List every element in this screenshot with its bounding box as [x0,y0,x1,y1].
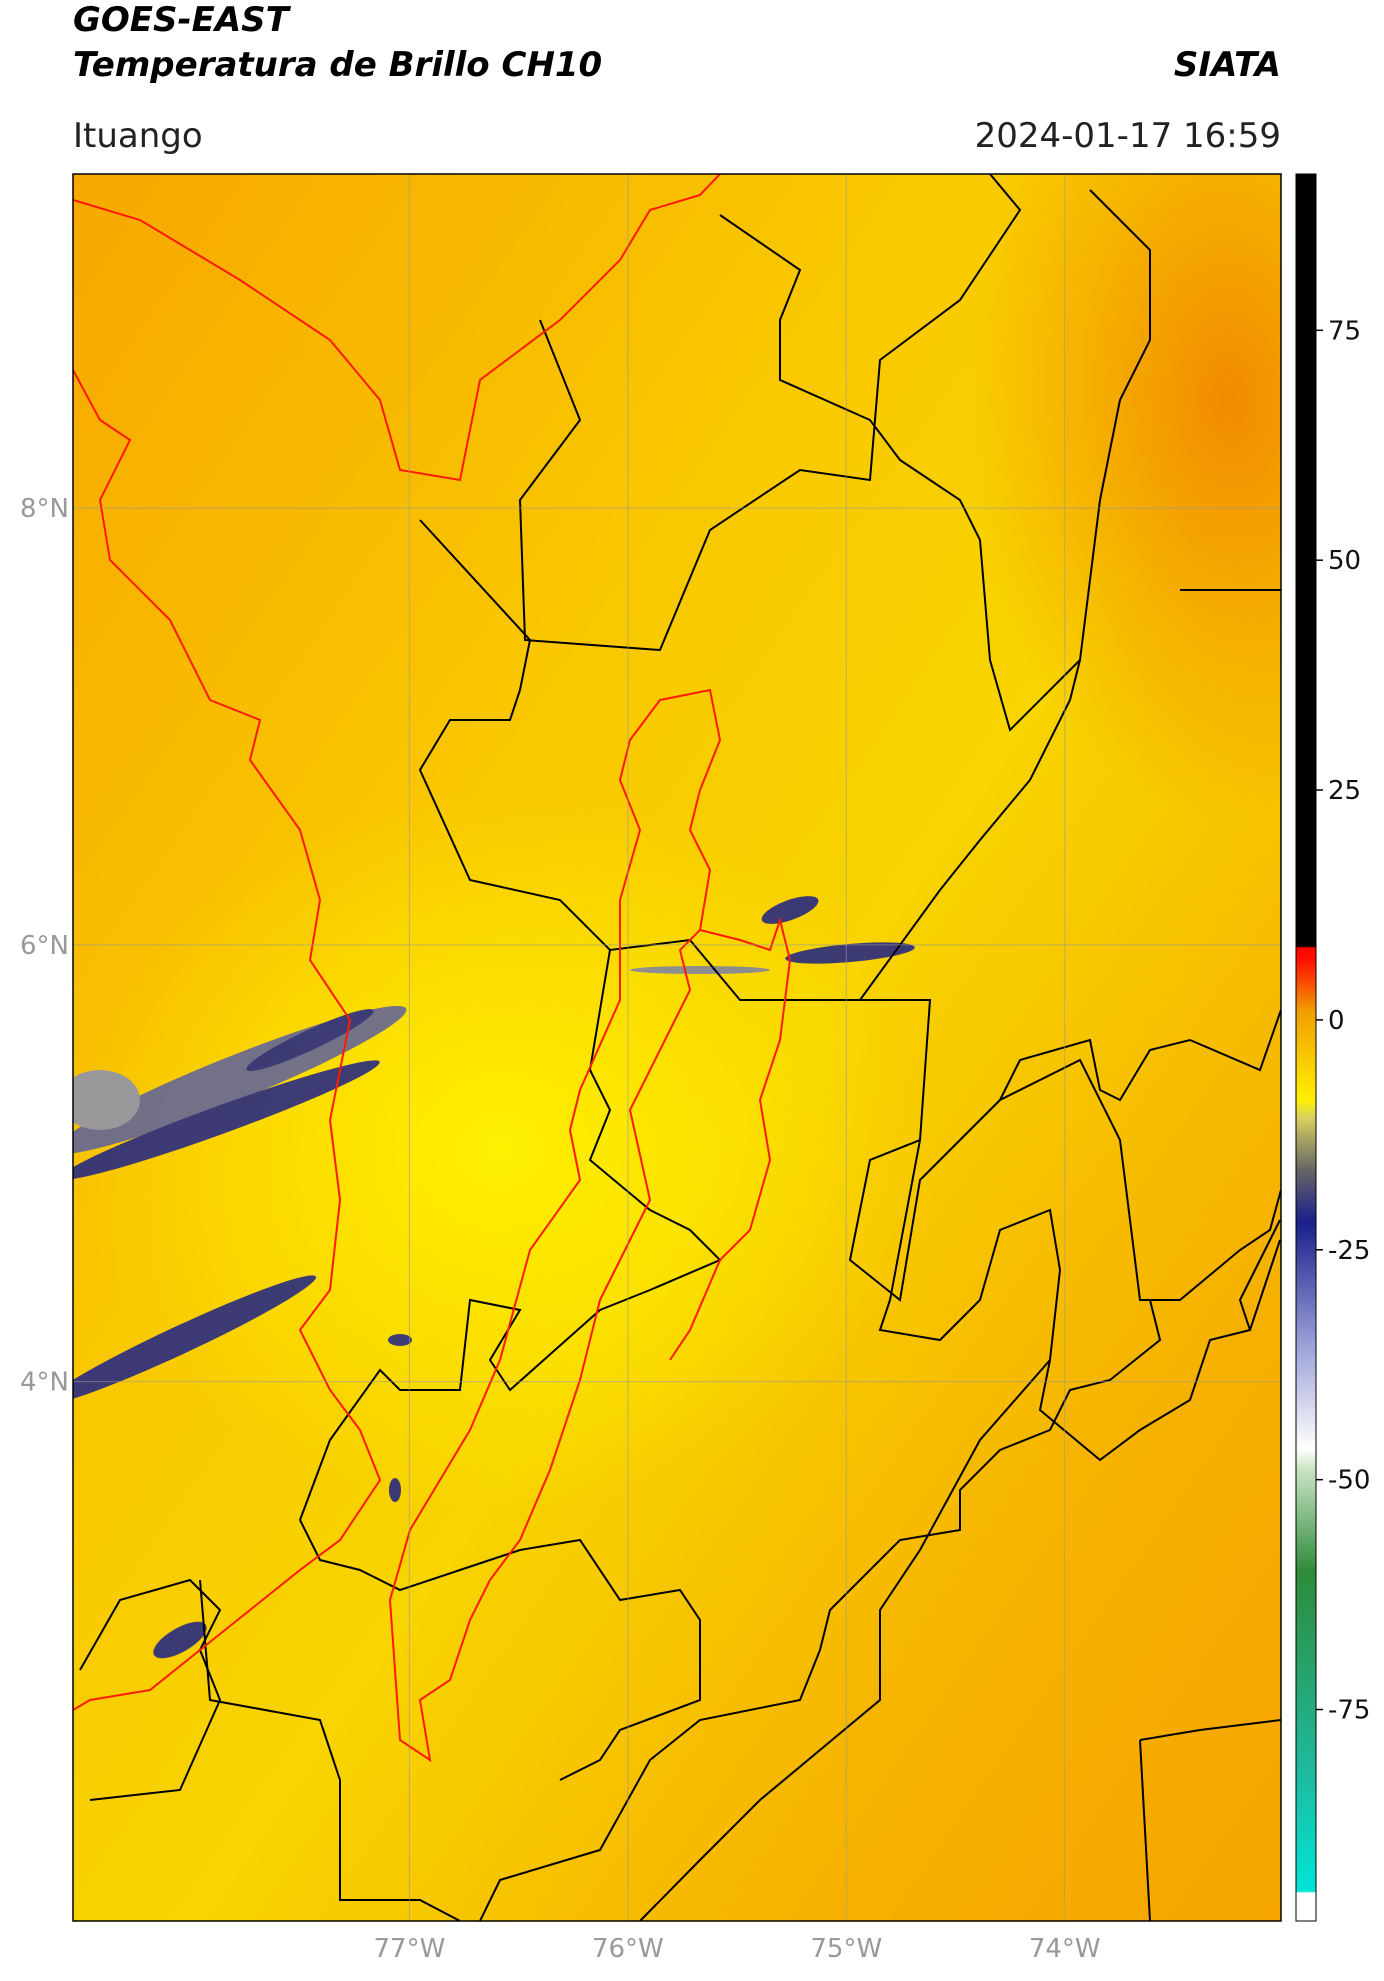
map [73,174,1281,1921]
boundaries [79,174,1281,1921]
warm-area [970,174,1281,820]
coastline [73,174,792,1763]
lon-tick-label: 74°W [1029,1934,1101,1964]
datetime: 2024-01-17 16:59 [975,116,1281,156]
colorbar [1295,173,1317,1922]
colorbar-tick-label: -75 [1328,1696,1370,1726]
lat-tick-label: 8°N [20,494,69,524]
colorbar-tick-label: 25 [1328,776,1361,806]
lat-tick-label: 6°N [20,931,69,961]
org: SIATA [1174,45,1281,85]
ticks: 77°W 76°W 75°W 74°W 8°N 6°N 4°N 75 50 25 0 -25 -50 -7… [20,316,1370,1964]
location: Ituango [73,116,203,156]
lon-tick-label: 75°W [810,1934,882,1964]
colorbar-tick-label: -50 [1328,1466,1370,1496]
title: Temperatura de Brillo CH10 [73,45,602,85]
clouds [73,896,915,1659]
colorbar-tick-label: 0 [1328,1006,1345,1036]
lon-tick-label: 76°W [592,1934,664,1964]
map-frame [72,173,1282,1922]
gridlines [73,174,1281,1921]
colorbar-tick-label: 50 [1328,546,1361,576]
lon-tick-label: 77°W [374,1934,446,1964]
title: GOES-EAST [73,0,292,40]
colorbar-tick-label: 75 [1328,316,1361,346]
colorbar-tick-label: -25 [1328,1236,1370,1266]
cool-area [80,790,920,1510]
lat-tick-label: 4°N [20,1368,69,1398]
